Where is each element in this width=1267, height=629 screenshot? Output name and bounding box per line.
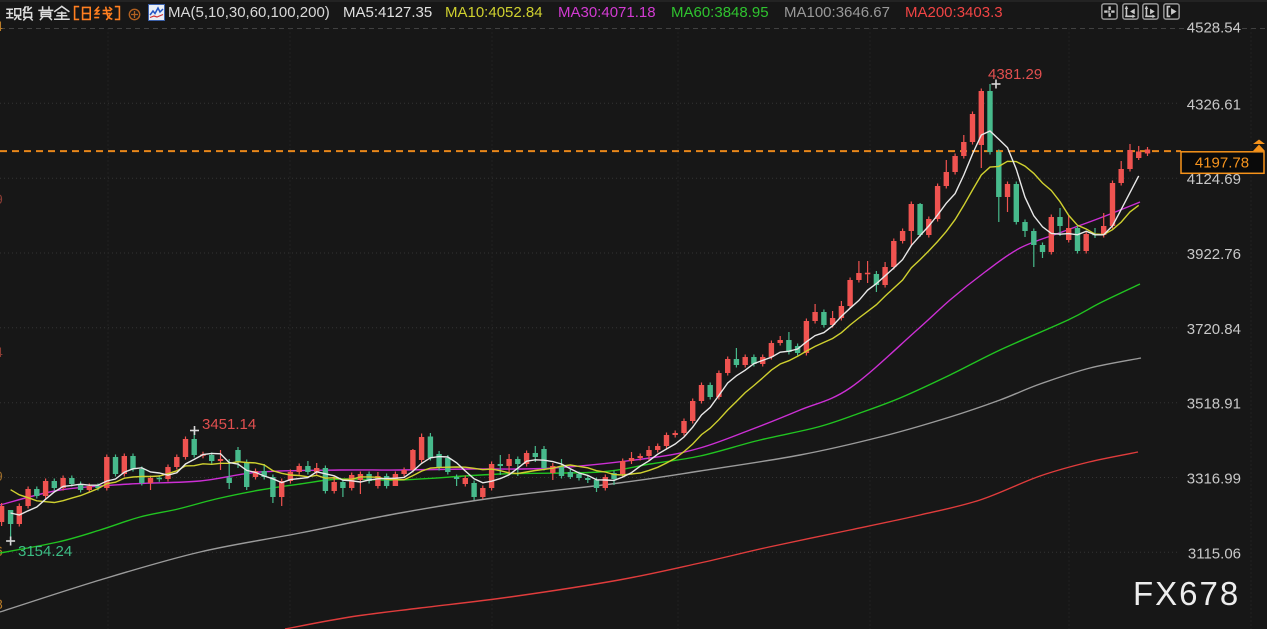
svg-text:3115.06: 3115.06 <box>1188 545 1241 562</box>
svg-text:3720.84: 3720.84 <box>1187 321 1241 338</box>
svg-text:4326.61: 4326.61 <box>1187 96 1241 113</box>
svg-text:6: 6 <box>0 543 3 559</box>
svg-text:3154.24: 3154.24 <box>18 543 72 560</box>
svg-text:4: 4 <box>0 18 3 34</box>
svg-text:9: 9 <box>0 191 3 207</box>
svg-text:8: 8 <box>0 596 3 612</box>
svg-text:4197.78: 4197.78 <box>1195 155 1249 172</box>
svg-text:FX678: FX678 <box>1133 575 1240 612</box>
svg-text:4528.54: 4528.54 <box>1187 20 1241 37</box>
svg-text:3316.99: 3316.99 <box>1187 471 1241 488</box>
svg-text:9: 9 <box>0 468 3 484</box>
svg-text:3518.91: 3518.91 <box>1187 396 1241 413</box>
svg-text:3922.76: 3922.76 <box>1187 246 1241 263</box>
svg-text:4124.69: 4124.69 <box>1187 171 1241 188</box>
svg-text:4: 4 <box>0 344 3 360</box>
svg-text:3451.14: 3451.14 <box>202 416 256 433</box>
svg-text:4381.29: 4381.29 <box>988 66 1042 83</box>
